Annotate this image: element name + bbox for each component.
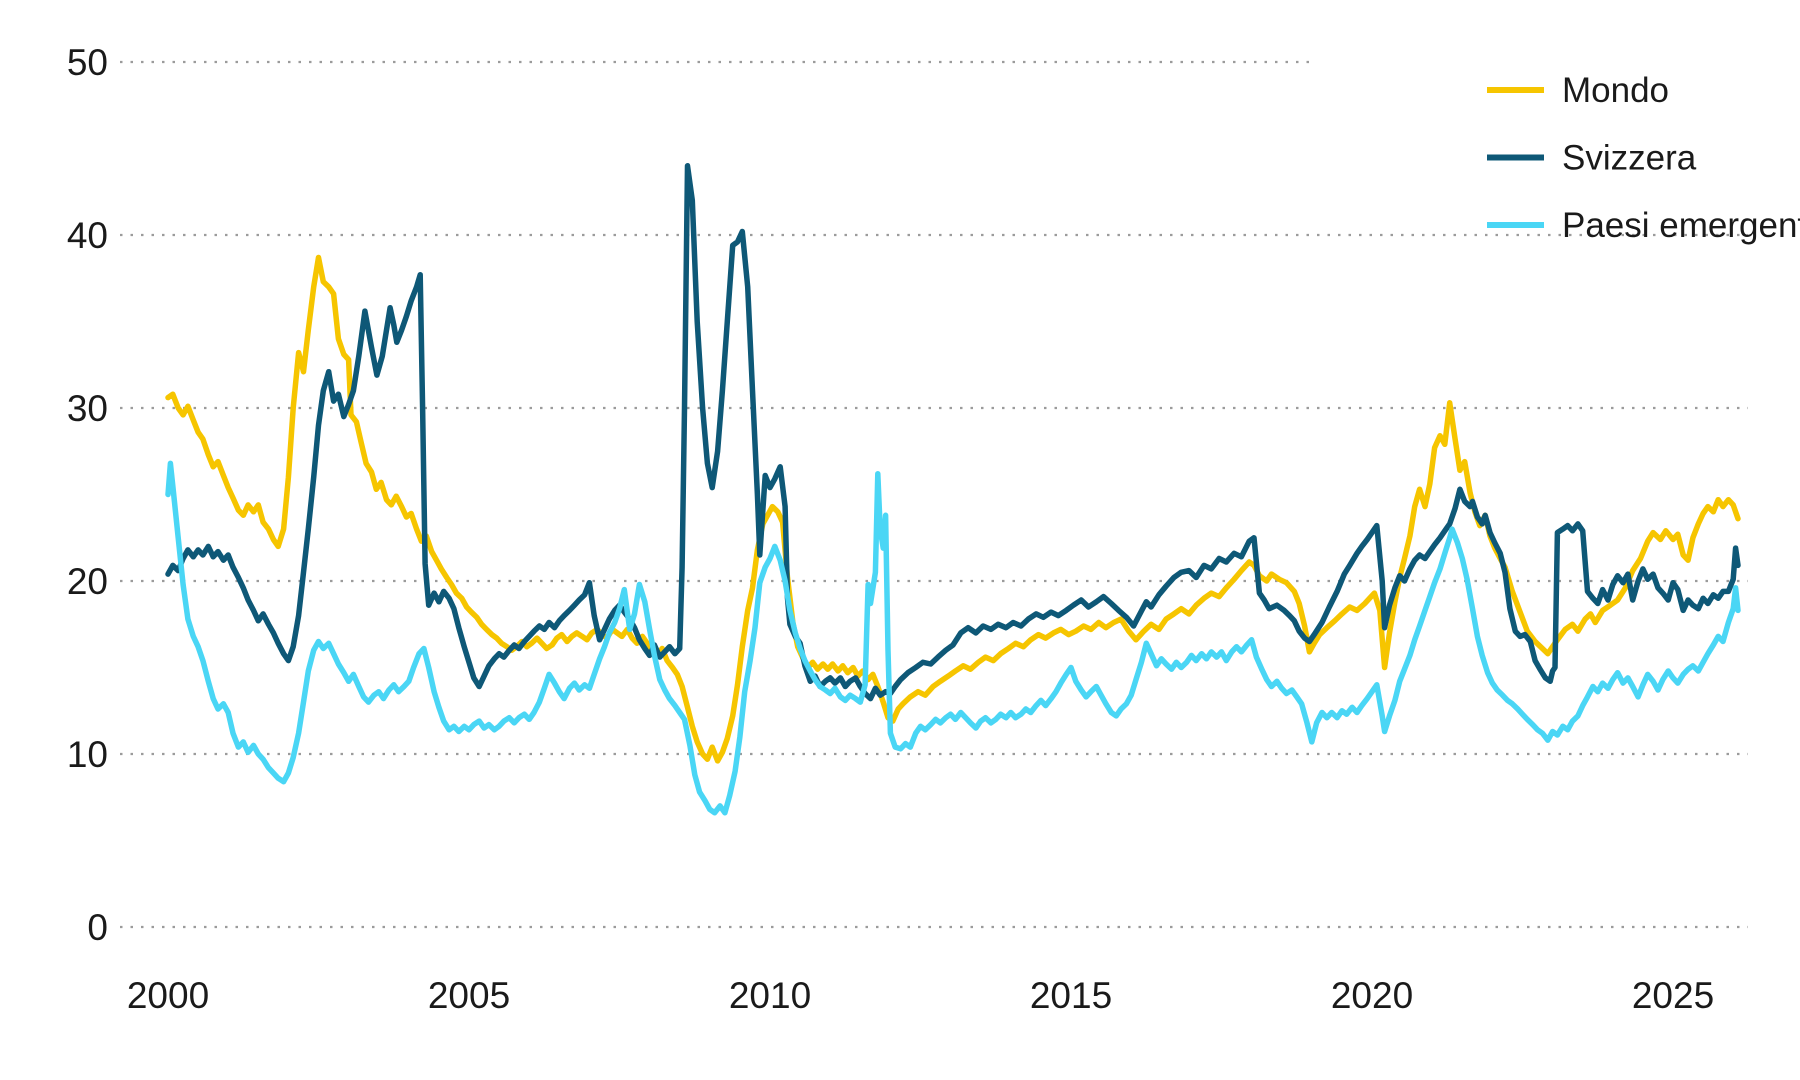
legend-label-svizzera: Svizzera	[1562, 139, 1697, 178]
x-tick-label-2015: 2015	[1030, 975, 1112, 1016]
legend-item-mondo: Mondo	[1487, 71, 1669, 110]
x-tick-label-2005: 2005	[428, 975, 510, 1016]
legend-label-mondo: Mondo	[1562, 71, 1669, 110]
legend: Mondo Svizzera Paesi emergenti	[1487, 71, 1800, 245]
y-tick-label-40: 40	[67, 215, 108, 256]
x-axis-labels: 2000 2005 2010 2015 2020 2025	[127, 975, 1714, 1016]
y-tick-label-50: 50	[67, 42, 108, 83]
x-tick-label-2000: 2000	[127, 975, 209, 1016]
series-lines	[165, 163, 1741, 816]
x-tick-label-2010: 2010	[729, 975, 811, 1016]
series-line-paesi-emergenti	[165, 460, 1741, 816]
y-tick-label-0: 0	[87, 907, 108, 948]
legend-item-paesi-emergenti: Paesi emergenti	[1487, 206, 1800, 245]
y-axis-labels: 0 10 20 30 40 50	[67, 42, 108, 948]
series-line-mondo	[165, 254, 1741, 764]
gridlines	[120, 60, 1748, 929]
x-tick-label-2025: 2025	[1632, 975, 1714, 1016]
x-tick-label-2020: 2020	[1331, 975, 1413, 1016]
y-tick-label-30: 30	[67, 388, 108, 429]
y-tick-label-20: 20	[67, 561, 108, 602]
series-line-svizzera	[165, 163, 1741, 702]
legend-label-paesi-emergenti: Paesi emergenti	[1562, 206, 1800, 245]
y-tick-label-10: 10	[67, 734, 108, 775]
legend-item-svizzera: Svizzera	[1487, 139, 1697, 178]
